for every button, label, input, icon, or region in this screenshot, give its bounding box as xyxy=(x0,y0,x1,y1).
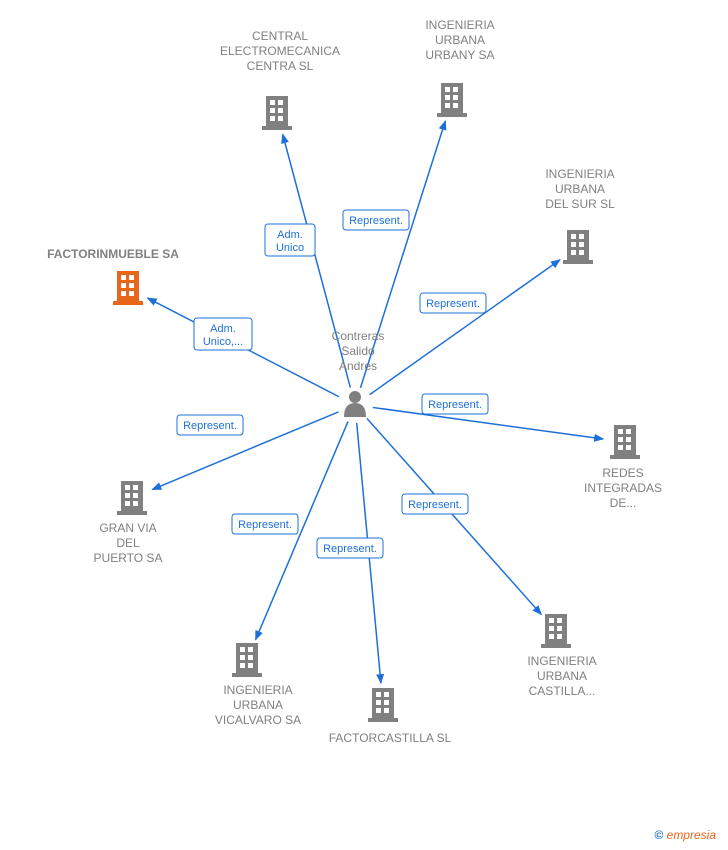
company-node-factorcastilla[interactable] xyxy=(368,688,398,722)
copyright-brand: empresia xyxy=(667,828,716,842)
company-label-redes: INTEGRADAS xyxy=(584,481,662,495)
copyright-symbol: © xyxy=(654,828,663,842)
company-label-redes: DE... xyxy=(610,496,637,510)
edge-label-redes: Represent. xyxy=(422,394,488,414)
edge-label-central_electro: Adm.Unico xyxy=(265,224,315,256)
edge-label-ing_urbany: Represent. xyxy=(343,210,409,230)
company-label-ing_del_sur: DEL SUR SL xyxy=(545,197,615,211)
company-label-ing_del_sur: INGENIERIA xyxy=(545,167,614,181)
company-label-central_electro: CENTRA SL xyxy=(247,59,314,73)
company-label-central_electro: CENTRAL xyxy=(252,29,308,43)
edge-label-ing_vicalvaro: Represent. xyxy=(232,514,298,534)
company-node-ing_castilla[interactable] xyxy=(541,614,571,648)
company-label-factorcastilla: FACTORCASTILLA SL xyxy=(329,731,452,745)
svg-text:Represent.: Represent. xyxy=(408,499,462,511)
edge-label-ing_del_sur: Represent. xyxy=(420,293,486,313)
svg-text:Adm.: Adm. xyxy=(210,323,236,335)
svg-text:Represent.: Represent. xyxy=(349,215,403,227)
svg-text:Represent.: Represent. xyxy=(428,399,482,411)
company-node-ing_urbany[interactable] xyxy=(437,83,467,117)
company-label-ing_urbany: URBANY SA xyxy=(425,48,494,62)
company-label-gran_via: GRAN VIA xyxy=(99,521,156,535)
company-label-ing_castilla: INGENIERIA xyxy=(527,654,596,668)
svg-text:Adm.: Adm. xyxy=(277,229,303,241)
svg-text:Represent.: Represent. xyxy=(238,519,292,531)
edge-label-gran_via: Represent. xyxy=(177,415,243,435)
svg-text:Represent.: Represent. xyxy=(426,298,480,310)
edge-label-ing_castilla: Represent. xyxy=(402,494,468,514)
relationship-graph: Adm.UnicoRepresent.Represent.Adm.Unico,.… xyxy=(0,0,728,850)
copyright: © empresia xyxy=(654,828,716,842)
company-label-ing_del_sur: URBANA xyxy=(555,182,605,196)
company-label-ing_urbany: INGENIERIA xyxy=(425,18,494,32)
center-person-label: Contreras xyxy=(332,329,385,343)
company-label-ing_urbany: URBANA xyxy=(435,33,485,47)
center-person-label: Salido xyxy=(341,344,375,358)
company-node-ing_del_sur[interactable] xyxy=(563,230,593,264)
svg-text:Unico: Unico xyxy=(276,242,304,254)
edge-label-factorinmueble: Adm.Unico,... xyxy=(194,318,252,350)
company-label-ing_vicalvaro: URBANA xyxy=(233,698,283,712)
company-label-gran_via: PUERTO SA xyxy=(94,551,163,565)
edge-ing_castilla xyxy=(367,418,541,614)
company-node-ing_vicalvaro[interactable] xyxy=(232,643,262,677)
company-label-gran_via: DEL xyxy=(116,536,140,550)
company-node-gran_via[interactable] xyxy=(117,481,147,515)
company-label-central_electro: ELECTROMECANICA xyxy=(220,44,340,58)
svg-text:Unico,...: Unico,... xyxy=(203,336,243,348)
edge-central_electro xyxy=(283,134,351,387)
company-label-ing_vicalvaro: VICALVARO SA xyxy=(215,713,301,727)
company-label-ing_castilla: CASTILLA... xyxy=(529,684,596,698)
company-label-ing_castilla: URBANA xyxy=(537,669,587,683)
edge-ing_del_sur xyxy=(370,260,560,395)
company-node-redes[interactable] xyxy=(610,425,640,459)
svg-text:Represent.: Represent. xyxy=(183,420,237,432)
center-person-label: Andres xyxy=(339,359,377,373)
edge-label-factorcastilla: Represent. xyxy=(317,538,383,558)
svg-text:Represent.: Represent. xyxy=(323,543,377,555)
company-label-ing_vicalvaro: INGENIERIA xyxy=(223,683,292,697)
company-node-factorinmueble[interactable] xyxy=(113,271,143,305)
company-node-central_electro[interactable] xyxy=(262,96,292,130)
center-person-node[interactable] xyxy=(344,391,366,417)
company-label-redes: REDES xyxy=(602,466,643,480)
company-label-factorinmueble: FACTORINMUEBLE SA xyxy=(47,247,179,261)
